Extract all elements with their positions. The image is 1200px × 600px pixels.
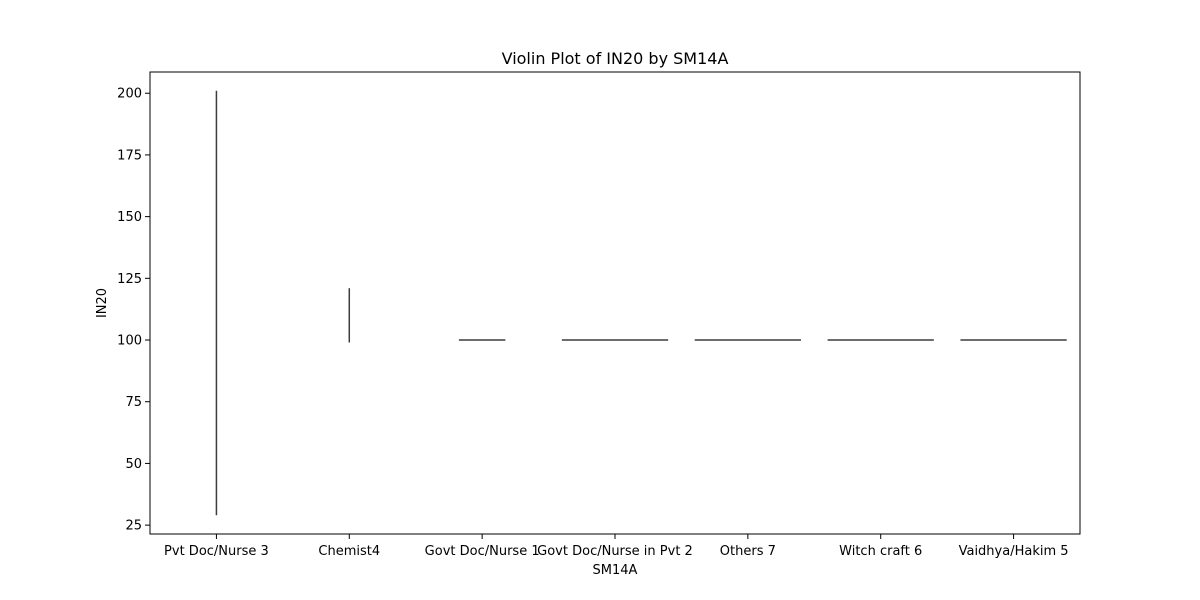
x-tick-label: Govt Doc/Nurse in Pvt 2	[537, 544, 693, 559]
y-tick-label: 150	[117, 210, 142, 225]
plot-area	[215, 90, 1067, 516]
x-axis-label: SM14A	[593, 563, 638, 578]
x-axis: Pvt Doc/Nurse 3 Chemist4 Govt Doc/Nurse 1G…	[164, 534, 1069, 559]
x-tick-label: Witch craft 6	[839, 544, 922, 559]
chart-title: Violin Plot of IN20 by SM14A	[502, 49, 729, 68]
y-tick-label: 175	[117, 148, 142, 163]
x-tick-label: Others 7	[720, 544, 776, 559]
y-axis: 25 50 75 100 125 150 175 200	[117, 87, 150, 534]
x-tick-label: Govt Doc/Nurse 1	[425, 544, 540, 559]
plot-frame	[149, 71, 1081, 535]
y-tick-label: 100	[117, 334, 142, 349]
x-tick-label: Chemist4	[318, 544, 380, 559]
x-tick-label: Pvt Doc/Nurse 3	[164, 544, 269, 559]
x-tick-label: Vaidhya/Hakim 5	[959, 544, 1069, 559]
y-tick-label: 125	[117, 272, 142, 287]
y-axis-label: IN20	[95, 288, 110, 318]
y-tick-label: 50	[125, 457, 142, 472]
y-tick-label: 25	[125, 519, 142, 534]
y-tick-label: 200	[117, 87, 142, 102]
y-tick-label: 75	[125, 395, 142, 410]
